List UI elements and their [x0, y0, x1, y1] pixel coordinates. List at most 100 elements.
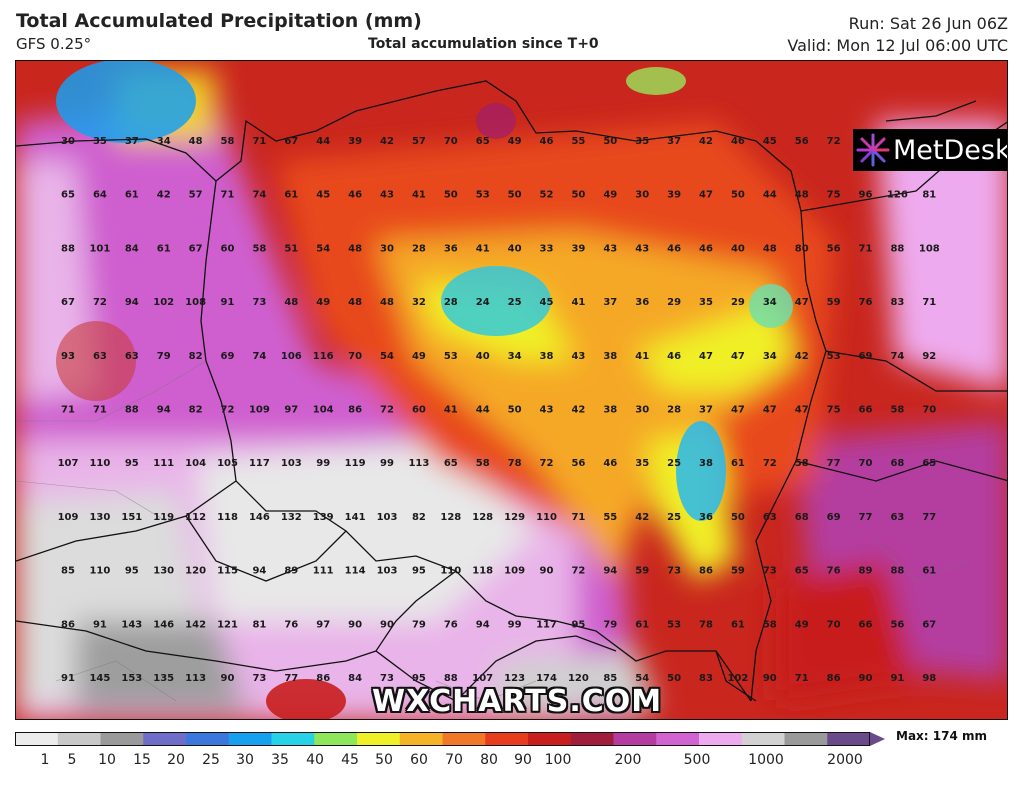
precip-value: 40: [731, 243, 745, 254]
precip-value: 74: [890, 351, 904, 362]
colorbar-segment: [485, 732, 529, 746]
precip-value: 25: [667, 458, 681, 469]
precip-value: 63: [763, 512, 777, 523]
precip-value: 65: [922, 458, 936, 469]
colorbar-segment: [100, 732, 144, 746]
precip-value: 50: [444, 190, 458, 201]
precip-value: 116: [313, 351, 334, 362]
precip-value: 72: [93, 297, 107, 308]
precip-value: 66: [859, 619, 873, 630]
precip-value: 141: [345, 512, 366, 523]
precip-value: 34: [763, 351, 777, 362]
precip-value: 56: [571, 458, 585, 469]
precip-value: 36: [635, 297, 649, 308]
precip-value: 61: [922, 566, 936, 577]
precip-value: 37: [603, 297, 617, 308]
precip-value: 110: [536, 512, 557, 523]
colorbar-segment: [314, 732, 358, 746]
precip-value: 51: [284, 243, 298, 254]
precip-value: 50: [731, 512, 745, 523]
precip-value: 82: [189, 351, 203, 362]
precip-value: 111: [313, 566, 334, 577]
colorbar-tick-label: 15: [133, 752, 151, 768]
precip-value: 59: [827, 297, 841, 308]
colorbar-tick-label: 1000: [748, 752, 784, 768]
precip-value: 45: [763, 136, 777, 147]
precip-value: 50: [667, 673, 681, 684]
precip-value: 61: [731, 619, 745, 630]
precip-value: 45: [316, 190, 330, 201]
precip-value: 43: [635, 243, 649, 254]
precip-value: 38: [603, 405, 617, 416]
precip-value: 29: [731, 297, 745, 308]
precip-value: 30: [635, 190, 649, 201]
precip-value: 83: [890, 297, 904, 308]
precip-value: 118: [217, 512, 238, 523]
colorbar-segment: [15, 732, 59, 746]
precip-value: 107: [58, 458, 79, 469]
colorbar-segment: [143, 732, 187, 746]
precip-value: 50: [571, 190, 585, 201]
precip-value: 72: [763, 458, 777, 469]
precip-value: 109: [249, 405, 270, 416]
precip-value: 41: [476, 243, 490, 254]
metdesk-star-icon: [856, 133, 890, 167]
precip-value: 88: [444, 673, 458, 684]
precip-value: 48: [284, 297, 298, 308]
colorbar-segment: [528, 732, 572, 746]
precip-value: 65: [795, 566, 809, 577]
precip-value: 109: [504, 566, 525, 577]
colorbar-tick-label: 1: [40, 752, 50, 768]
precip-value: 81: [922, 190, 936, 201]
precip-value: 105: [217, 458, 238, 469]
precip-value: 49: [508, 136, 522, 147]
precip-value: 85: [603, 673, 617, 684]
precip-value: 42: [157, 190, 171, 201]
precip-value: 119: [153, 512, 174, 523]
precip-value: 76: [444, 619, 458, 630]
colorbar-tick-label: 2000: [827, 752, 863, 768]
precip-value: 58: [252, 243, 266, 254]
precipitation-map: 30 35 37 34 48 58 71 67 44 39 42 57 70 65 49 46 55 50 35 37…: [15, 60, 1008, 720]
colorbar-tick-label: 10: [98, 752, 116, 768]
precip-value: 65: [61, 190, 75, 201]
precip-value: 78: [699, 619, 713, 630]
precip-value: 90: [348, 619, 362, 630]
precip-value: 67: [189, 243, 203, 254]
precip-value: 48: [348, 243, 362, 254]
precip-value: 39: [348, 136, 362, 147]
colorbar-tick-label: 60: [410, 752, 428, 768]
precip-value: 71: [61, 405, 75, 416]
precip-value: 82: [412, 512, 426, 523]
precip-value: 85: [61, 566, 75, 577]
precip-value: 25: [508, 297, 522, 308]
red-spot-west: [56, 321, 136, 401]
precip-value: 146: [153, 619, 174, 630]
precip-value: 76: [284, 619, 298, 630]
precip-value: 92: [922, 351, 936, 362]
precip-value: 102: [153, 297, 174, 308]
precip-value: 117: [536, 619, 557, 630]
precip-value: 58: [795, 458, 809, 469]
precip-value: 84: [125, 243, 139, 254]
precip-value: 73: [667, 566, 681, 577]
precip-value: 95: [412, 566, 426, 577]
country-borders: [16, 80, 1007, 702]
precip-value: 61: [125, 190, 139, 201]
colorbar-tick-label: 500: [683, 752, 711, 768]
precip-value: 34: [157, 136, 171, 147]
precip-value: 123: [504, 673, 525, 684]
precip-value: 39: [667, 190, 681, 201]
colorbar-tick-label: 45: [341, 752, 359, 768]
precip-value: 28: [444, 297, 458, 308]
precip-value: 29: [667, 297, 681, 308]
colorbar-segment: [656, 732, 700, 746]
precip-value: 88: [61, 243, 75, 254]
precip-value: 95: [125, 458, 139, 469]
colorbar-max-label: Max: 174 mm: [896, 729, 987, 743]
precip-value: 71: [795, 673, 809, 684]
precip-value: 61: [284, 190, 298, 201]
colorbar-tick-label: 70: [445, 752, 463, 768]
colorbar-tick-label: 80: [480, 752, 498, 768]
precip-value: 111: [153, 458, 174, 469]
